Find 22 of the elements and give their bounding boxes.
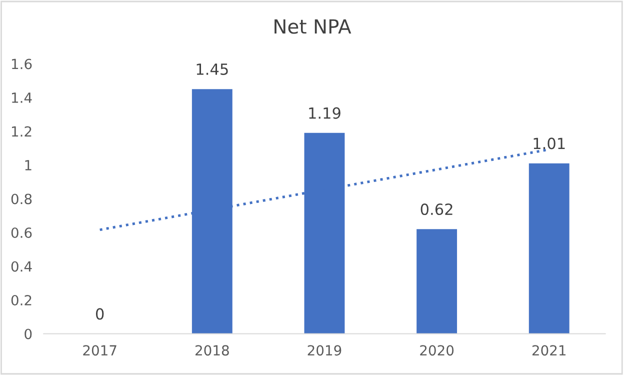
x-tick-label: 2020 (420, 345, 454, 356)
data-label: 0 (96, 308, 104, 320)
y-tick-label: 1.2 (12, 126, 32, 137)
y-tick-label: 0.4 (11, 261, 32, 272)
y-tick-label: 0.2 (11, 294, 32, 306)
data-label: 1.19 (309, 107, 340, 119)
chart-title: Net NPA (274, 19, 352, 34)
y-tick-label: 1.4 (12, 92, 32, 103)
x-tick-label: 2017 (83, 345, 116, 356)
x-tick-label: 2018 (196, 345, 229, 356)
x-tick-label: 2019 (308, 345, 342, 356)
y-tick-label: 1.6 (12, 58, 32, 70)
bar (528, 163, 570, 334)
y-tick-label: 1 (25, 160, 32, 170)
data-label: 1.01 (534, 138, 565, 150)
data-label: 0.62 (420, 204, 452, 216)
x-tick-label: 2021 (532, 345, 566, 356)
y-tick-label: 0.8 (11, 194, 32, 204)
y-tick-label: 0 (24, 328, 32, 340)
data-label: 1.45 (196, 64, 228, 75)
y-tick-label: 0.6 (11, 227, 32, 238)
bar (416, 229, 458, 334)
